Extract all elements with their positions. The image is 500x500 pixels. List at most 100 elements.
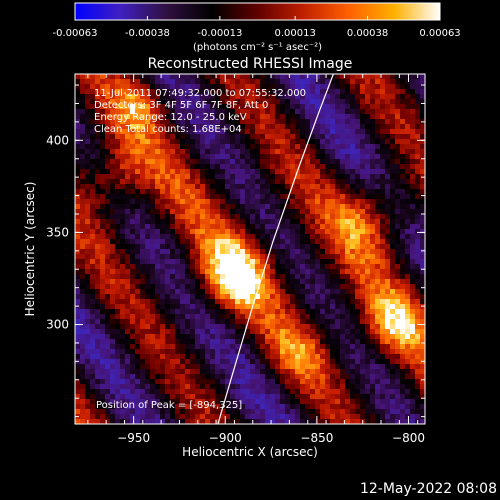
- heatmap-cell: [370, 89, 375, 94]
- heatmap-cell: [275, 124, 280, 129]
- heatmap-cell: [240, 279, 245, 284]
- heatmap-cell: [85, 304, 90, 309]
- heatmap-cell: [335, 94, 340, 99]
- heatmap-cell: [285, 384, 290, 389]
- heatmap-cell: [120, 149, 125, 154]
- heatmap-cell: [90, 314, 95, 319]
- heatmap-cell: [130, 229, 135, 234]
- heatmap-cell: [380, 249, 385, 254]
- heatmap-cell: [180, 199, 185, 204]
- heatmap-cell: [80, 259, 85, 264]
- heatmap-cell: [310, 344, 315, 349]
- heatmap-cell: [190, 299, 195, 304]
- heatmap-cell: [280, 179, 285, 184]
- heatmap-cell: [360, 409, 365, 414]
- heatmap-cell: [280, 374, 285, 379]
- heatmap-cell: [395, 219, 400, 224]
- heatmap-cell: [355, 194, 360, 199]
- heatmap-cell: [185, 389, 190, 394]
- heatmap-cell: [385, 244, 390, 249]
- heatmap-cell: [230, 79, 235, 84]
- heatmap-cell: [340, 234, 345, 239]
- heatmap-cell: [75, 214, 80, 219]
- heatmap-cell: [395, 264, 400, 269]
- heatmap-cell: [100, 319, 105, 324]
- heatmap-cell: [400, 419, 405, 424]
- heatmap-cell: [130, 139, 135, 144]
- heatmap-cell: [365, 179, 370, 184]
- heatmap-cell: [270, 214, 275, 219]
- heatmap-cell: [340, 139, 345, 144]
- heatmap-cell: [135, 234, 140, 239]
- heatmap-cell: [270, 314, 275, 319]
- heatmap-cell: [240, 344, 245, 349]
- heatmap-cell: [255, 154, 260, 159]
- heatmap-cell: [355, 174, 360, 179]
- heatmap-cell: [360, 94, 365, 99]
- heatmap-cell: [310, 124, 315, 129]
- heatmap-cell: [150, 124, 155, 129]
- heatmap-cell: [130, 284, 135, 289]
- heatmap-cell: [230, 414, 235, 419]
- heatmap-cell: [115, 169, 120, 174]
- heatmap-cell: [245, 214, 250, 219]
- heatmap-cell: [340, 149, 345, 154]
- heatmap-cell: [295, 409, 300, 414]
- heatmap-cell: [385, 274, 390, 279]
- heatmap-cell: [170, 204, 175, 209]
- heatmap-cell: [290, 329, 295, 334]
- heatmap-cell: [205, 289, 210, 294]
- heatmap-cell: [230, 379, 235, 384]
- heatmap-cell: [135, 409, 140, 414]
- heatmap-cell: [185, 399, 190, 404]
- heatmap-cell: [180, 304, 185, 309]
- heatmap-cell: [235, 279, 240, 284]
- heatmap-cell: [240, 239, 245, 244]
- heatmap-cell: [395, 389, 400, 394]
- heatmap-cell: [75, 184, 80, 189]
- heatmap-cell: [80, 244, 85, 249]
- heatmap-cell: [265, 409, 270, 414]
- heatmap-cell: [205, 374, 210, 379]
- heatmap-cell: [305, 259, 310, 264]
- heatmap-cell: [265, 114, 270, 119]
- heatmap-cell: [90, 279, 95, 284]
- heatmap-cell: [80, 329, 85, 334]
- heatmap-cell: [115, 109, 120, 114]
- heatmap-cell: [200, 314, 205, 319]
- heatmap-cell: [380, 309, 385, 314]
- heatmap-cell: [240, 169, 245, 174]
- heatmap-cell: [175, 399, 180, 404]
- heatmap-cell: [250, 224, 255, 229]
- heatmap-cell: [410, 184, 415, 189]
- heatmap-cell: [160, 254, 165, 259]
- heatmap-cell: [300, 184, 305, 189]
- heatmap-cell: [190, 169, 195, 174]
- heatmap-cell: [390, 159, 395, 164]
- heatmap-cell: [240, 299, 245, 304]
- heatmap-cell: [290, 309, 295, 314]
- heatmap-cell: [180, 289, 185, 294]
- heatmap-cell: [215, 399, 220, 404]
- heatmap-cell: [100, 79, 105, 84]
- heatmap-cell: [350, 199, 355, 204]
- heatmap-cell: [345, 304, 350, 309]
- heatmap-cell: [350, 294, 355, 299]
- heatmap-cell: [75, 299, 80, 304]
- heatmap-cell: [300, 279, 305, 284]
- annotation-energy-range: Energy Range: 12.0 - 25.0 keV: [94, 112, 247, 123]
- heatmap-cell: [405, 109, 410, 114]
- heatmap-cell: [380, 124, 385, 129]
- heatmap-cell: [370, 349, 375, 354]
- heatmap-cell: [130, 389, 135, 394]
- heatmap-cell: [170, 149, 175, 154]
- heatmap-cell: [410, 154, 415, 159]
- heatmap-cell: [310, 154, 315, 159]
- heatmap-cell: [90, 394, 95, 399]
- heatmap-cell: [380, 329, 385, 334]
- heatmap-cell: [110, 209, 115, 214]
- heatmap-cell: [380, 184, 385, 189]
- heatmap-cell: [255, 389, 260, 394]
- heatmap-cell: [250, 189, 255, 194]
- heatmap-cell: [135, 239, 140, 244]
